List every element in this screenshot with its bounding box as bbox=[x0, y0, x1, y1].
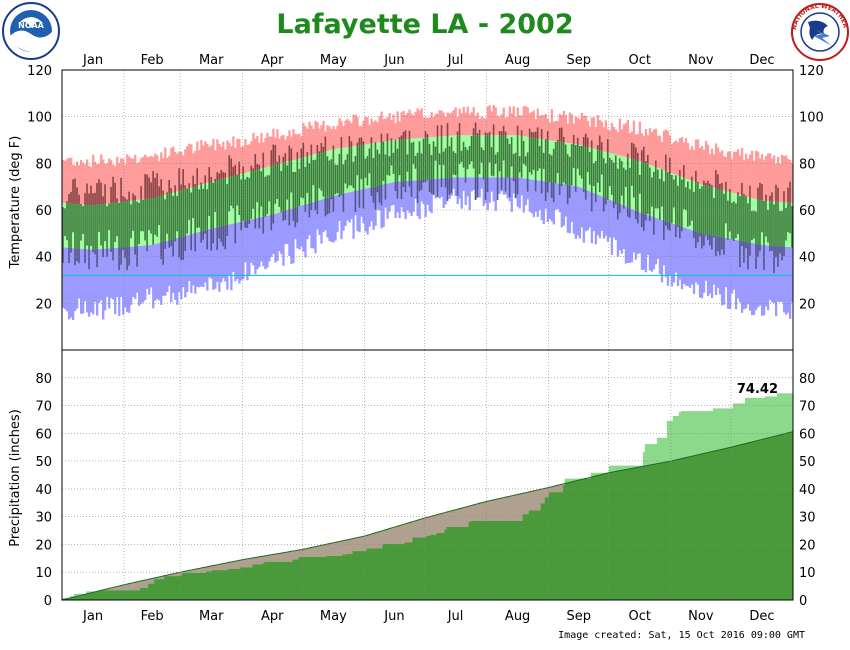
month-label-top: Oct bbox=[629, 53, 651, 68]
month-label-bottom: Feb bbox=[141, 609, 164, 624]
precipitation-grid bbox=[62, 350, 793, 600]
month-label-top: Jun bbox=[383, 53, 404, 68]
precipitation-yticks-left: 0 10 20 30 40 50 60 70 80 bbox=[35, 372, 52, 609]
precipitation-tick-label: 80 bbox=[35, 372, 52, 387]
month-label-bottom: Nov bbox=[688, 609, 714, 624]
precipitation-tick-label: 70 bbox=[35, 400, 52, 415]
month-label-bottom: Jun bbox=[383, 609, 404, 624]
precipitation-deficit-area bbox=[62, 431, 793, 600]
precipitation-tick-label: 20 bbox=[35, 538, 52, 553]
precipitation-tick-label: 60 bbox=[35, 427, 52, 442]
temperature-tick-label: 40 bbox=[35, 251, 52, 266]
month-label-top: Nov bbox=[688, 53, 714, 68]
precipitation-panel: 0 10 20 30 40 50 60 70 80 0 10 20 30 40 50 60 70 80 Prec… bbox=[8, 349, 816, 609]
precipitation-tick-label-right: 20 bbox=[799, 538, 816, 553]
temperature-tick-label-right: 40 bbox=[799, 251, 816, 266]
temperature-panel: 20 40 60 80 100 120 20 40 60 80 100 120 Temperatur… bbox=[8, 64, 824, 351]
precipitation-tick-label-right: 30 bbox=[799, 511, 816, 526]
svg-text:NOAA: NOAA bbox=[18, 21, 44, 30]
month-labels-bottom: Jan Feb Mar Apr May Jun Jul Aug Sep Oct Nov Dec bbox=[82, 609, 775, 624]
temperature-yticks-right: 20 40 60 80 100 120 bbox=[799, 64, 824, 312]
month-labels-top: Jan Feb Mar Apr May Jun Jul Aug Sep Oct Nov Dec bbox=[82, 53, 775, 68]
month-label-top: Jan bbox=[82, 53, 103, 68]
month-label-top: Aug bbox=[505, 53, 530, 68]
temperature-tick-label-right: 120 bbox=[799, 64, 824, 79]
observed-temperature-bars bbox=[62, 122, 793, 273]
month-label-top: Mar bbox=[199, 53, 224, 68]
month-label-bottom: Jan bbox=[82, 609, 103, 624]
precipitation-tick-label-right: 70 bbox=[799, 400, 816, 415]
chart-title: Lafayette LA - 2002 bbox=[276, 9, 573, 40]
normal-precipitation-area bbox=[62, 431, 793, 600]
precipitation-tick-label-right: 80 bbox=[799, 372, 816, 387]
month-label-top: May bbox=[320, 53, 347, 68]
month-label-bottom: Apr bbox=[261, 609, 284, 624]
precipitation-tick-label-right: 0 bbox=[799, 594, 807, 609]
noaa-logo-icon: NOAA bbox=[2, 2, 60, 60]
month-label-bottom: May bbox=[320, 609, 347, 624]
month-label-bottom: Aug bbox=[505, 609, 530, 624]
month-label-top: Jul bbox=[447, 53, 464, 68]
precipitation-tick-label-right: 50 bbox=[799, 455, 816, 470]
temperature-tick-label: 20 bbox=[35, 297, 52, 312]
month-label-bottom: Dec bbox=[749, 609, 774, 624]
temperature-tick-label-right: 20 bbox=[799, 297, 816, 312]
month-label-top: Feb bbox=[141, 53, 164, 68]
temperature-tick-label: 100 bbox=[27, 111, 52, 126]
precipitation-tick-label-right: 10 bbox=[799, 566, 816, 581]
precipitation-tick-label: 0 bbox=[44, 594, 52, 609]
precipitation-tick-label: 30 bbox=[35, 511, 52, 526]
month-label-top: Apr bbox=[261, 53, 284, 68]
precipitation-yticks-right: 0 10 20 30 40 50 60 70 80 bbox=[799, 372, 816, 609]
precipitation-tick-label: 40 bbox=[35, 483, 52, 498]
temperature-tick-label: 80 bbox=[35, 157, 52, 172]
month-label-top: Sep bbox=[566, 53, 591, 68]
precipitation-total-label: 74.42 bbox=[737, 382, 778, 397]
month-label-bottom: Sep bbox=[566, 609, 591, 624]
temperature-tick-label-right: 60 bbox=[799, 204, 816, 219]
precipitation-tick-label-right: 60 bbox=[799, 427, 816, 442]
temperature-axis-label: Temperature (deg F) bbox=[8, 136, 23, 270]
month-label-bottom: Oct bbox=[629, 609, 651, 624]
precipitation-axis-label: Precipitation (inches) bbox=[8, 409, 23, 547]
temperature-yticks-left: 20 40 60 80 100 120 bbox=[27, 64, 52, 312]
temperature-tick-label-right: 80 bbox=[799, 157, 816, 172]
image-created-footer: Image created: Sat, 15 Oct 2016 09:00 GM… bbox=[558, 630, 805, 641]
month-label-bottom: Mar bbox=[199, 609, 224, 624]
temperature-tick-label-right: 100 bbox=[799, 111, 824, 126]
month-label-bottom: Jul bbox=[447, 609, 464, 624]
month-label-top: Dec bbox=[749, 53, 774, 68]
temperature-tick-label: 120 bbox=[27, 64, 52, 79]
precipitation-tick-label-right: 40 bbox=[799, 483, 816, 498]
temperature-grid bbox=[62, 70, 793, 350]
temperature-tick-label: 60 bbox=[35, 204, 52, 219]
precipitation-tick-label: 50 bbox=[35, 455, 52, 470]
precipitation-tick-label: 10 bbox=[35, 566, 52, 581]
